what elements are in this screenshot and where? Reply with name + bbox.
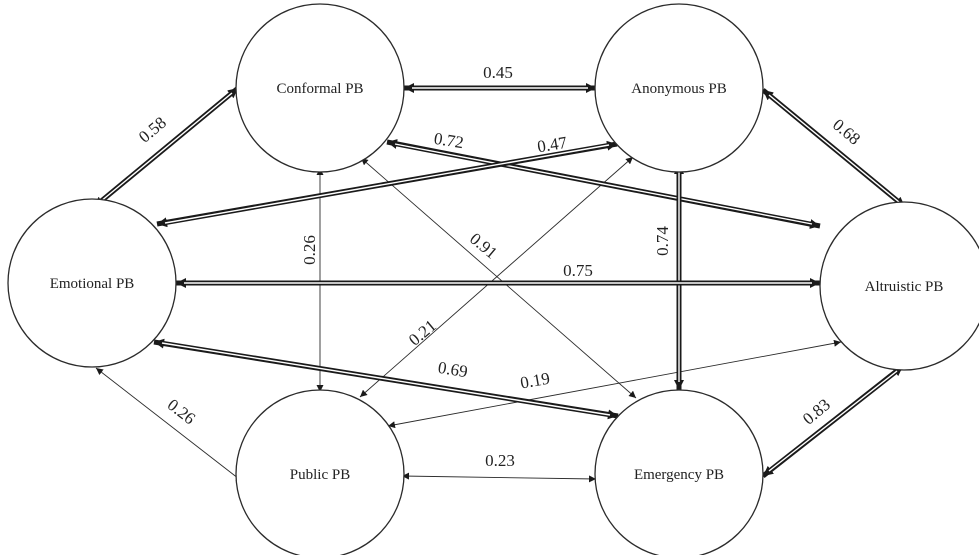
node-public: Public PB: [235, 389, 405, 555]
edge-label-conformal-altruistic: 0.72: [433, 129, 465, 152]
edge-emotional-emergency: [153, 338, 619, 420]
node-label-emotional: Emotional PB: [50, 276, 135, 292]
node-label-anonymous: Anonymous PB: [631, 81, 726, 97]
edge-conformal-emotional: [92, 86, 240, 209]
node-label-public: Public PB: [290, 467, 350, 483]
edge-label-anonymous-altruistic: 0.68: [829, 115, 864, 149]
edge-label-altruistic-public: 0.19: [519, 369, 552, 393]
node-emergency: Emergency PB: [594, 389, 764, 555]
edge-label-emotional-altruistic: 0.75: [563, 261, 593, 280]
edge-label-public-emergency: 0.23: [485, 451, 515, 470]
edge-altruistic-emergency: [761, 364, 905, 478]
edge-conformal-altruistic: [386, 138, 821, 230]
edge-conformal-emergency: [360, 157, 637, 399]
edge-label-conformal-emergency: 0.91: [466, 229, 501, 263]
edge-label-conformal-emotional: 0.58: [135, 113, 170, 147]
edge-label-emotional-emergency: 0.69: [437, 358, 469, 381]
node-conformal: Conformal PB: [235, 3, 405, 173]
edge-public-emergency: [401, 472, 597, 483]
edge-anonymous-emotional: [156, 140, 618, 228]
node-label-emergency: Emergency PB: [634, 467, 724, 483]
edge-label-emotional-public: 0.26: [164, 395, 199, 428]
edge-label-anonymous-public: 0.21: [405, 316, 440, 350]
node-emotional: Emotional PB: [7, 198, 177, 368]
node-altruistic: Altruistic PB: [819, 201, 979, 371]
edge-label-anonymous-emergency: 0.74: [653, 226, 672, 256]
edge-anonymous-altruistic: [761, 88, 907, 209]
edge-label-conformal-public: 0.26: [300, 235, 319, 265]
edge-label-anonymous-emotional: 0.47: [536, 133, 569, 156]
node-label-conformal: Conformal PB: [276, 81, 363, 97]
node-label-altruistic: Altruistic PB: [865, 279, 944, 295]
edge-label-conformal-anonymous: 0.45: [483, 63, 513, 82]
edge-emotional-public: [95, 367, 244, 483]
node-anonymous: Anonymous PB: [594, 3, 764, 173]
